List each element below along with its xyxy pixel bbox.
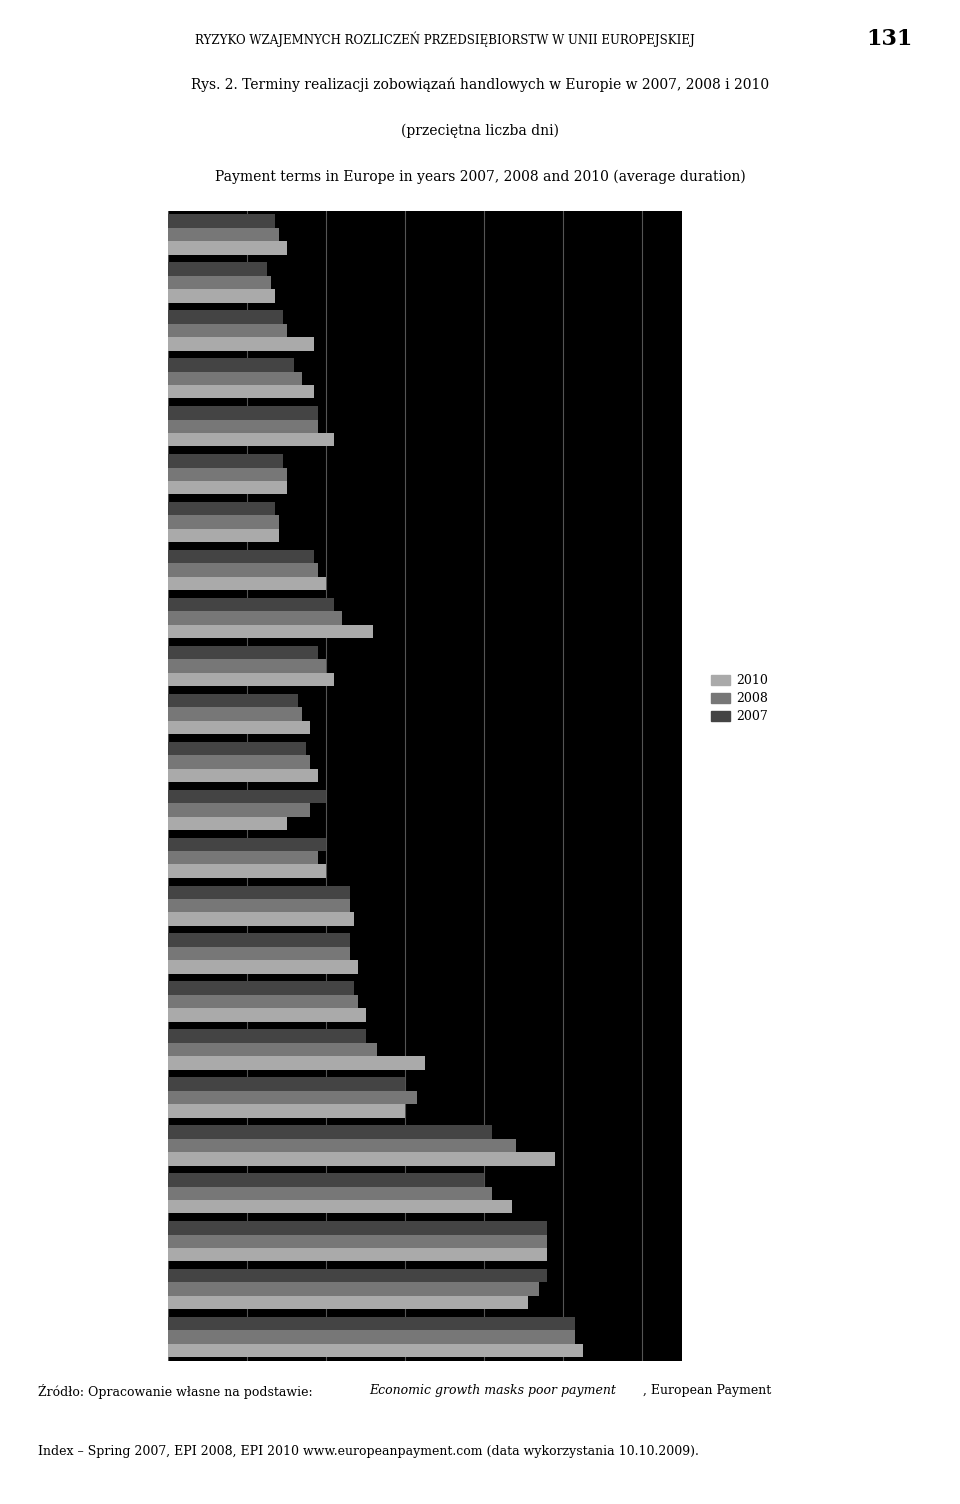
Bar	[168, 1248, 547, 1262]
Bar	[168, 994, 358, 1008]
Bar	[168, 961, 358, 973]
Bar	[168, 1056, 424, 1069]
Bar	[168, 337, 314, 350]
Bar	[168, 659, 326, 672]
Bar	[168, 468, 286, 481]
Bar	[168, 803, 310, 817]
Bar	[168, 838, 326, 851]
Bar	[168, 550, 314, 564]
Bar	[168, 1269, 547, 1283]
Bar	[168, 645, 318, 659]
Bar	[168, 817, 286, 830]
Bar	[168, 1318, 575, 1331]
Bar	[168, 886, 349, 899]
Bar	[168, 672, 334, 686]
Bar	[168, 755, 310, 769]
Bar	[168, 275, 271, 289]
Bar	[168, 1173, 484, 1187]
Bar	[168, 934, 349, 948]
Bar	[168, 1200, 512, 1214]
Bar	[168, 1008, 366, 1021]
Bar	[168, 790, 326, 803]
Bar	[168, 899, 349, 913]
Bar	[168, 516, 278, 529]
Bar	[168, 1331, 575, 1345]
Bar	[168, 1090, 417, 1104]
Bar	[168, 741, 306, 755]
Bar	[168, 1125, 492, 1139]
Bar	[168, 1077, 405, 1090]
Text: Index – Spring 2007, EPI 2008, EPI 2010 www.europeanpayment.com (data wykorzysta: Index – Spring 2007, EPI 2008, EPI 2010 …	[38, 1445, 699, 1457]
Bar	[168, 851, 318, 865]
Bar	[168, 433, 334, 447]
Text: 131: 131	[866, 29, 913, 50]
Bar	[168, 323, 286, 337]
Bar	[168, 1345, 583, 1357]
Bar	[168, 227, 278, 241]
Bar	[168, 1235, 547, 1248]
Bar	[168, 913, 353, 926]
Bar	[168, 502, 275, 516]
Bar	[168, 241, 286, 254]
Text: Rys. 2. Terminy realizacji zobowiązań handlowych w Europie w 2007, 2008 i 2010: Rys. 2. Terminy realizacji zobowiązań ha…	[191, 78, 769, 92]
Text: Payment terms in Europe in years 2007, 2008 and 2010 (average duration): Payment terms in Europe in years 2007, 2…	[215, 170, 745, 183]
Bar	[168, 358, 295, 371]
Bar	[168, 769, 318, 782]
Text: , European Payment: , European Payment	[643, 1384, 772, 1397]
Bar	[168, 611, 342, 624]
Bar	[168, 1029, 366, 1042]
Bar	[168, 529, 278, 543]
Bar	[168, 1152, 555, 1166]
Bar	[168, 1104, 405, 1117]
Bar	[168, 982, 353, 994]
Bar	[168, 1139, 516, 1152]
Bar	[168, 406, 318, 420]
Bar	[168, 1042, 377, 1056]
Bar	[168, 578, 326, 590]
Bar	[168, 1296, 528, 1310]
Bar	[168, 289, 275, 302]
Bar	[168, 1187, 492, 1200]
Bar	[168, 262, 267, 275]
Bar	[168, 720, 310, 734]
Bar	[168, 1283, 540, 1296]
Bar	[168, 454, 282, 468]
Bar	[168, 215, 275, 227]
Bar	[168, 385, 314, 399]
Text: RYZYKO WZAJEMNYCH ROZLICZEŃ PRZEDSIĘBIORSTW W UNII EUROPEJSKIEJ: RYZYKO WZAJEMNYCH ROZLICZEŃ PRZEDSIĘBIOR…	[195, 32, 694, 47]
Bar	[168, 564, 318, 578]
Bar	[168, 1221, 547, 1235]
Text: Źródło: Opracowanie własne na podstawie:: Źródło: Opracowanie własne na podstawie:	[38, 1384, 317, 1399]
Bar	[168, 371, 302, 385]
Bar	[168, 599, 334, 611]
Text: (przeciętna liczba dni): (przeciętna liczba dni)	[401, 123, 559, 138]
Bar	[168, 693, 299, 707]
Legend: 2010, 2008, 2007: 2010, 2008, 2007	[707, 669, 773, 728]
Bar	[168, 481, 286, 495]
Bar	[168, 707, 302, 720]
Bar	[168, 865, 326, 878]
Bar	[168, 948, 349, 961]
Bar	[168, 310, 282, 323]
Text: Economic growth masks poor payment: Economic growth masks poor payment	[370, 1384, 616, 1397]
Bar	[168, 624, 373, 638]
Bar	[168, 420, 318, 433]
